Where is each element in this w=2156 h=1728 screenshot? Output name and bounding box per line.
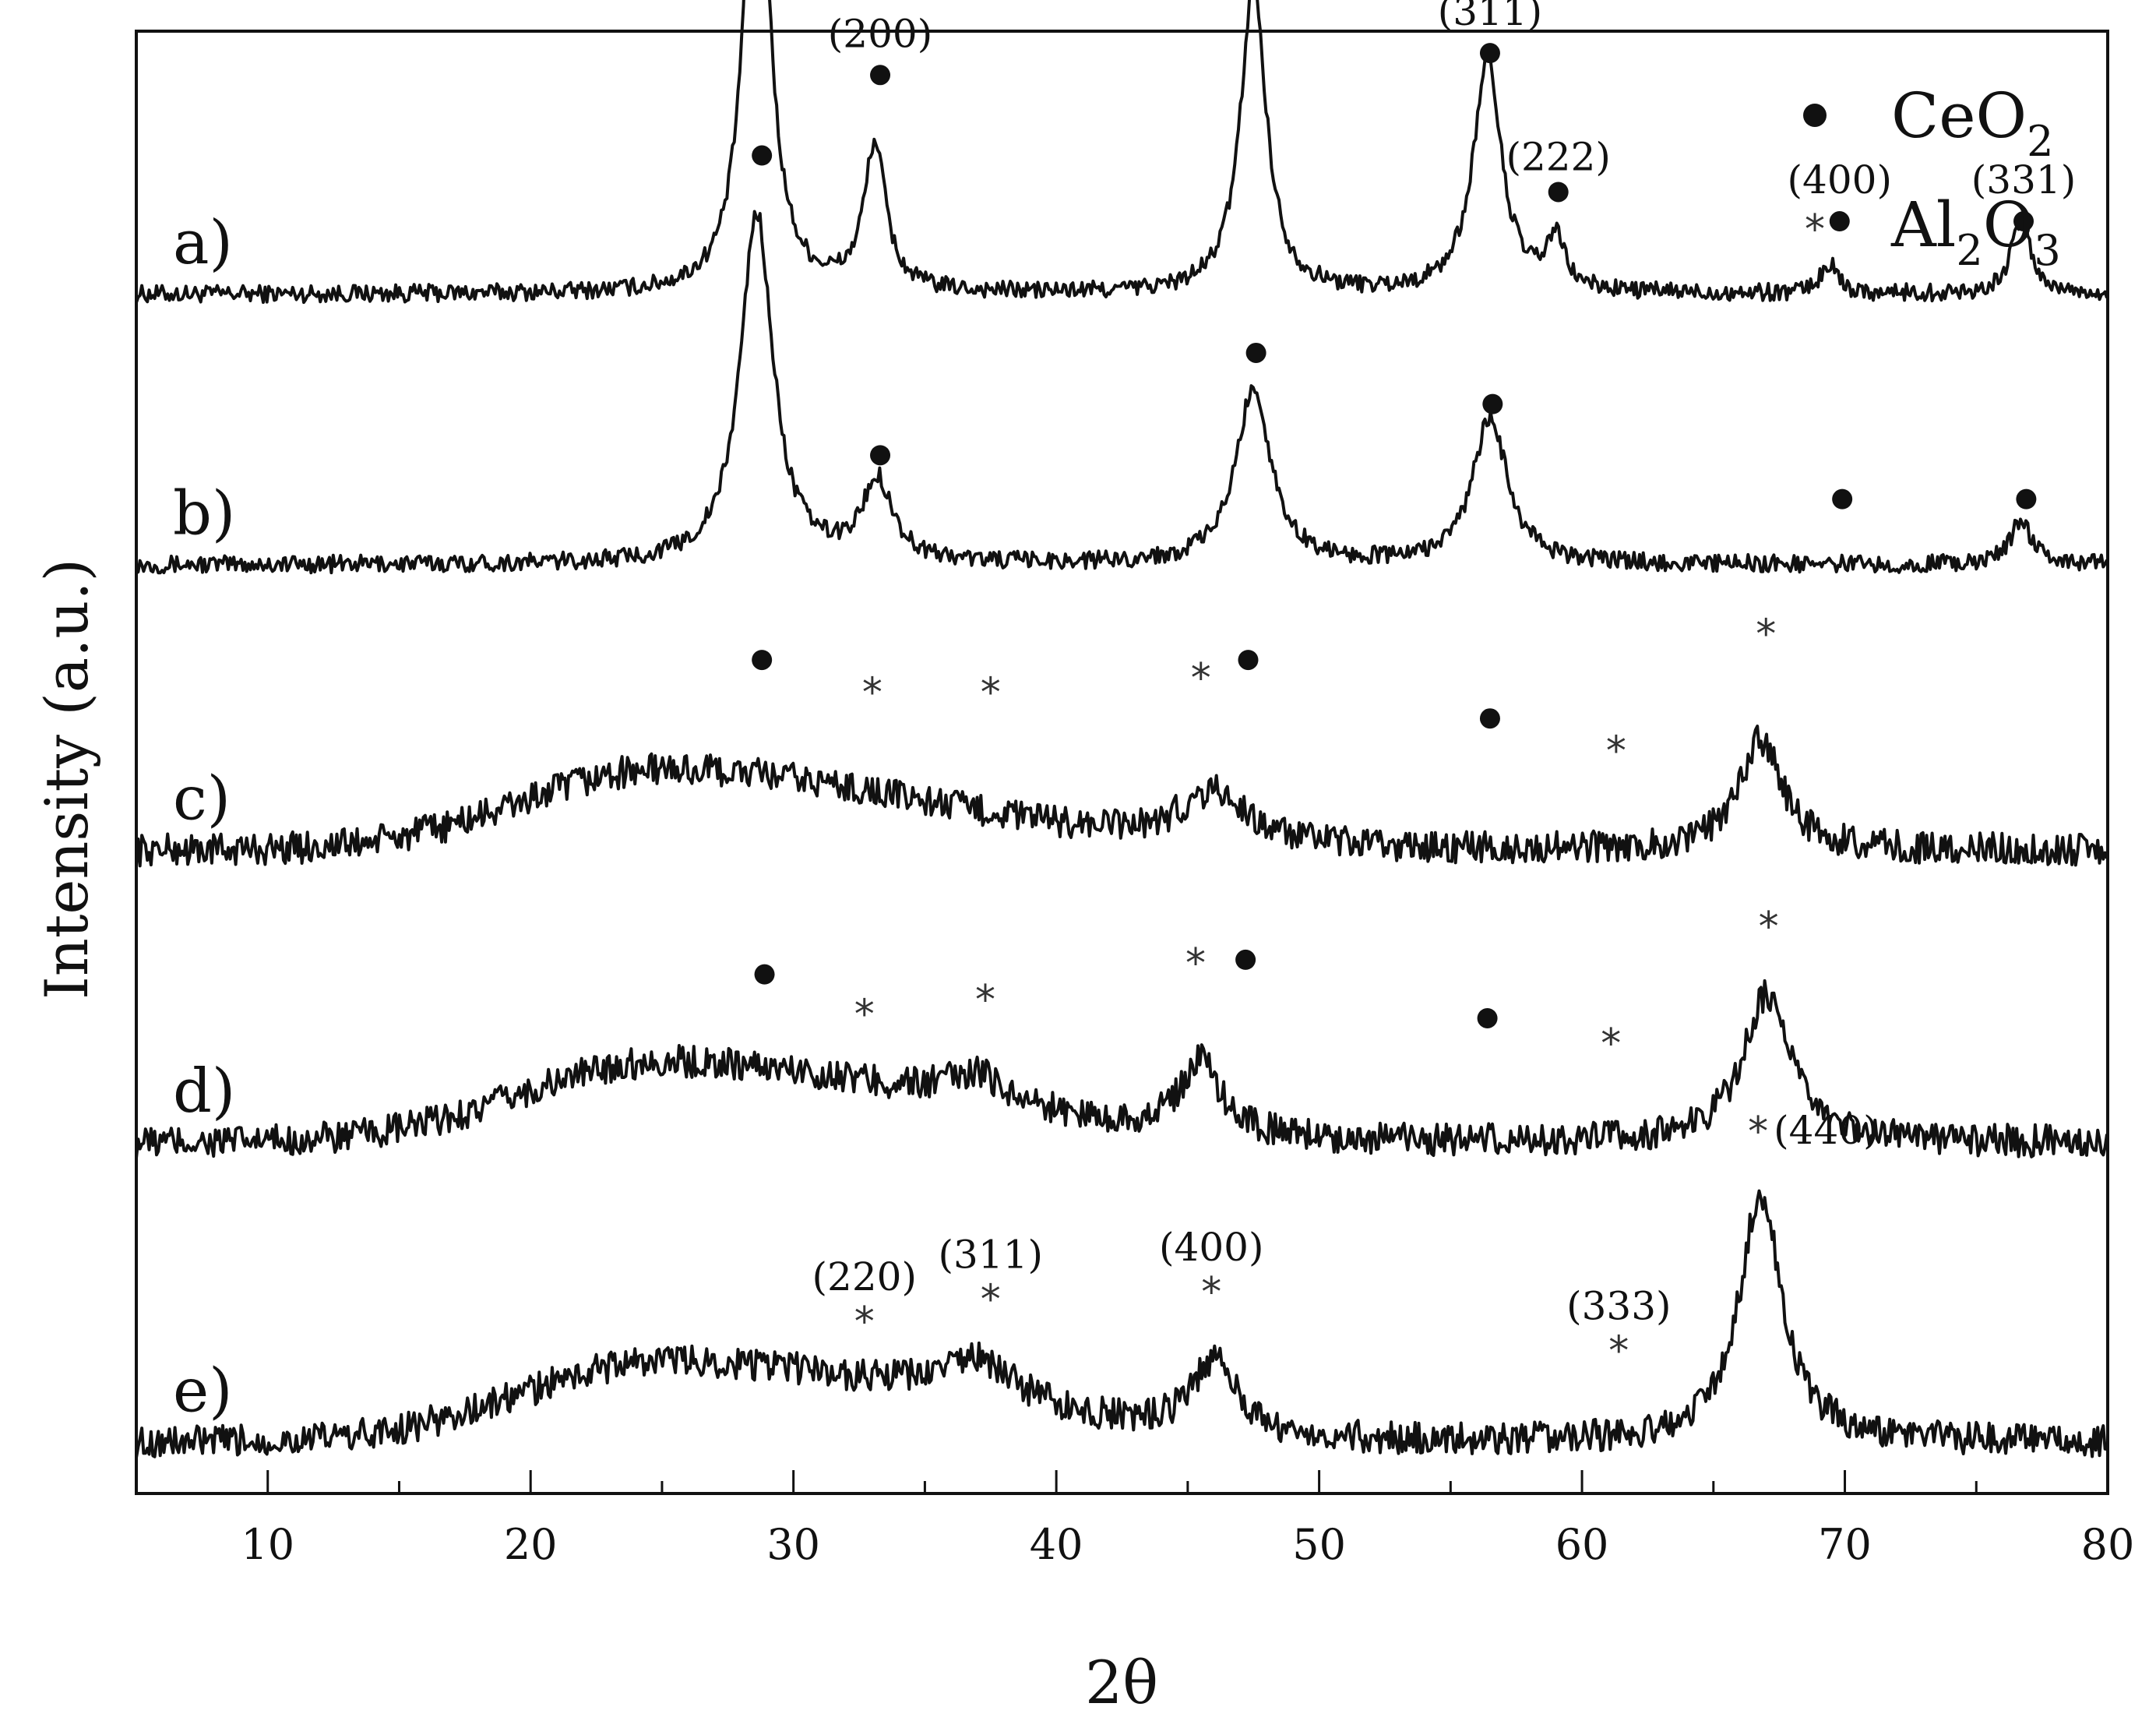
al2o3-star-marker: * [1185, 940, 1206, 987]
ceo2-dot-marker [870, 445, 891, 466]
hkl-label: (311) [1438, 0, 1542, 34]
al2o3-star-marker: * [1748, 1109, 1768, 1155]
series-label: e) [173, 1356, 233, 1426]
al2o3-star-marker: * [981, 1277, 1001, 1324]
series-line [135, 210, 2108, 575]
ceo2-dot-marker [754, 964, 775, 985]
x-tick-label: 40 [1030, 1520, 1083, 1569]
al2o3-star-marker: * [854, 992, 875, 1039]
legend: CeO2 * Al2O3 [1803, 79, 2061, 275]
hkl-label: (440) [1774, 1108, 1878, 1153]
ceo2-dot-marker [1479, 43, 1500, 64]
ceo2-dot-marker [1829, 211, 1850, 232]
hkl-label: (400) [1788, 157, 1892, 203]
series-layer: a) b) c) d) e) [135, 0, 2108, 1458]
hkl-label: (311) [939, 1233, 1043, 1278]
al2o3-star-marker: * [1201, 1269, 1221, 1316]
ceo2-dot-marker [1548, 182, 1569, 203]
series-label: b) [173, 478, 235, 548]
x-tick-label: 80 [2081, 1520, 2135, 1569]
plot-frame [135, 30, 2109, 1495]
hkl-label: (220) [812, 1254, 917, 1300]
legend-star-icon: * [1805, 206, 1825, 253]
ceo2-dot-marker [1235, 949, 1256, 970]
ceo2-dot-marker [1482, 393, 1503, 414]
ceo2-dot-marker [752, 145, 773, 166]
al2o3-star-marker: * [1601, 1021, 1621, 1067]
legend-label-ceo2: CeO2 [1891, 79, 2054, 166]
ceo2-dot-marker [752, 650, 773, 671]
ceo2-dot-marker [1479, 708, 1500, 729]
hkl-label: (331) [1971, 157, 2076, 203]
al2o3-star-marker: * [1191, 655, 1211, 702]
x-tick-label: 30 [766, 1520, 820, 1569]
series-label: a) [173, 208, 233, 278]
al2o3-star-marker: * [975, 977, 995, 1024]
al2o3-star-marker: * [1756, 612, 1776, 658]
al2o3-star-marker: * [1608, 1328, 1629, 1374]
hkl-label: (200) [828, 11, 932, 56]
series-line [135, 1189, 2108, 1458]
ceo2-dot-marker [1238, 650, 1259, 671]
legend-label-al2o3: Al2O3 [1890, 189, 2061, 275]
x-tick-label: 20 [504, 1520, 558, 1569]
x-tick-label: 60 [1555, 1520, 1609, 1569]
x-tick-label: 70 [1818, 1520, 1872, 1569]
ceo2-dot-marker [2016, 488, 2037, 510]
al2o3-star-marker: * [1759, 904, 1779, 950]
x-axis-ticks: 10 20 30 40 50 60 70 80 [241, 1470, 2134, 1569]
hkl-label: (400) [1159, 1225, 1263, 1270]
al2o3-star-marker: * [1606, 728, 1626, 775]
ceo2-dot-marker [1832, 488, 1853, 510]
series-label: d) [173, 1056, 235, 1127]
al2o3-star-marker: * [862, 670, 882, 717]
series-line [135, 0, 2108, 305]
hkl-label: (333) [1566, 1283, 1671, 1328]
ceo2-dot-marker [870, 65, 891, 86]
al2o3-star-marker: * [854, 1299, 875, 1345]
series-label: c) [173, 763, 231, 834]
series-line [135, 725, 2108, 868]
x-tick-label: 10 [241, 1520, 294, 1569]
legend-dot-icon [1803, 104, 1827, 127]
hkl-label: (222) [1506, 134, 1610, 179]
x-axis-title: 2θ [1085, 1648, 1158, 1717]
marker-layer: (111)(200)(220)(311)(222)(400)(331)*****… [752, 0, 2076, 1374]
ceo2-dot-marker [1245, 342, 1266, 363]
al2o3-star-marker: * [981, 670, 1001, 717]
y-axis-title: Intensity (a.u.) [32, 559, 101, 1000]
ceo2-dot-marker [2013, 211, 2034, 232]
ceo2-dot-marker [1477, 1007, 1498, 1028]
x-tick-label: 50 [1292, 1520, 1346, 1569]
series-line [135, 979, 2108, 1158]
